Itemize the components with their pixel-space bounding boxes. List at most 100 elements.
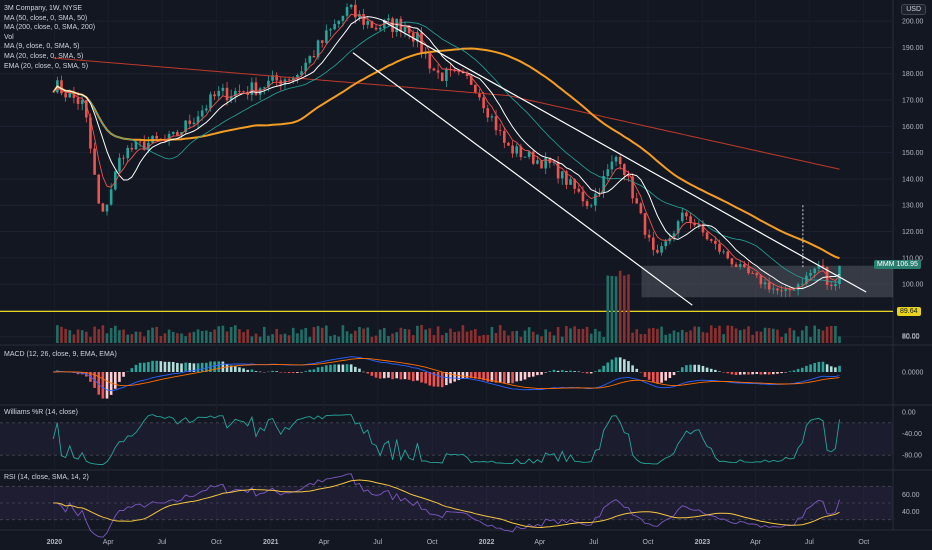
candle-body [142, 141, 146, 150]
williams-axis-label: -40.00 [902, 431, 922, 438]
macd-histogram-bar [254, 371, 258, 372]
candle-body [465, 72, 469, 76]
macd-histogram-bar [515, 372, 519, 382]
macd-histogram-bar [623, 359, 626, 372]
x-tick-label: Oct [643, 539, 654, 546]
volume-bar [772, 328, 775, 343]
volume-bar [660, 326, 663, 343]
volume-bar [254, 333, 258, 343]
y-tick-label: 120.00 [902, 229, 924, 236]
candle-body [651, 237, 655, 250]
macd-pane-label: MACD (12, 26, close, 9, EMA, EMA) [4, 351, 117, 358]
candle-body [271, 75, 274, 81]
candle-body [697, 224, 701, 226]
x-tick-label: Apr [103, 539, 115, 546]
candle-body [176, 131, 179, 136]
macd-histogram-bar [527, 372, 531, 378]
volume-bar [751, 334, 754, 343]
volume-bar [573, 326, 576, 343]
volume-bar [134, 331, 138, 343]
x-tick-label: 2022 [479, 539, 495, 546]
macd-histogram-bar [354, 366, 357, 372]
volume-bar [465, 331, 469, 343]
volume-bar [825, 326, 829, 343]
volume-bar [428, 328, 432, 343]
candle-body [85, 100, 88, 118]
candle-body [685, 212, 688, 217]
legend-ma200: MA (200, close, 0, SMA, 200) [4, 24, 96, 32]
macd-histogram-bar [589, 372, 593, 374]
candle-body [64, 93, 67, 98]
volume-bar [486, 334, 490, 343]
volume-bar [449, 328, 452, 343]
candle-body [560, 171, 564, 179]
macd-histogram-bar [461, 372, 465, 379]
candle-body [325, 30, 328, 43]
volume-bar [651, 327, 655, 343]
macd-histogram-bar [188, 362, 192, 372]
macd-histogram-bar [734, 372, 738, 376]
currency-button[interactable]: USD [901, 4, 926, 15]
candle-body [552, 162, 556, 164]
macd-histogram-bar [788, 371, 792, 372]
macd-histogram-bar [345, 364, 349, 372]
macd-histogram-bar [726, 372, 730, 374]
volume-bar [358, 326, 361, 343]
volume-bar [569, 328, 572, 343]
macd-histogram-bar [399, 372, 403, 380]
macd-histogram-bar [370, 372, 374, 376]
macd-histogram-bar [229, 365, 233, 372]
volume-bar [482, 334, 485, 343]
candle-body [138, 141, 142, 143]
candle-body [639, 203, 643, 214]
volume-bar [109, 328, 113, 343]
candle-body [358, 13, 361, 18]
candle-body [540, 160, 543, 169]
candle-body [320, 40, 324, 43]
macd-histogram-bar [821, 361, 825, 372]
volume-bar [834, 325, 837, 343]
macd-histogram-bar [221, 361, 225, 372]
macd-histogram-bar [275, 371, 278, 372]
candle-body [544, 157, 547, 169]
last-price-value: 106.95 [896, 261, 918, 268]
candle-body [722, 251, 725, 253]
volume-bar [126, 334, 130, 343]
macd-histogram-bar [287, 372, 291, 373]
candle-body [821, 265, 825, 267]
volume-bar [788, 327, 792, 343]
candle-body [792, 289, 796, 291]
candle-body [130, 147, 134, 150]
macd-histogram-bar [403, 372, 407, 380]
candle-body [805, 275, 808, 284]
x-tick-label: Jul [373, 539, 382, 546]
y-tick-label: 190.00 [902, 45, 924, 52]
macd-histogram-bar [478, 372, 481, 380]
macd-histogram-bar [138, 362, 142, 372]
volume-bar [337, 336, 341, 343]
macd-histogram-bar [751, 372, 754, 375]
candle-body [167, 133, 171, 140]
volume-bar [325, 325, 328, 343]
volume-bar [647, 328, 651, 343]
sma20-line [52, 16, 840, 290]
volume-bar [453, 331, 456, 343]
y-tick-label: 200.00 [902, 19, 924, 26]
volume-bar [602, 336, 605, 343]
candle-body [776, 288, 779, 291]
y-tick-label: 170.00 [902, 98, 924, 105]
macd-histogram-bar [97, 372, 101, 395]
volume-bar [362, 328, 365, 343]
macd-histogram-bar [238, 367, 241, 372]
macd-histogram-bar [122, 372, 125, 377]
macd-histogram-bar [333, 364, 336, 372]
legend-vol: Vol [4, 33, 14, 41]
macd-histogram-bar [573, 371, 576, 372]
volume-bar [101, 325, 105, 343]
macd-histogram-bar [358, 368, 361, 372]
macd-histogram-bar [651, 372, 655, 383]
volume-bar [246, 329, 250, 343]
macd-histogram-bar [519, 372, 523, 381]
volume-bar [800, 330, 804, 343]
